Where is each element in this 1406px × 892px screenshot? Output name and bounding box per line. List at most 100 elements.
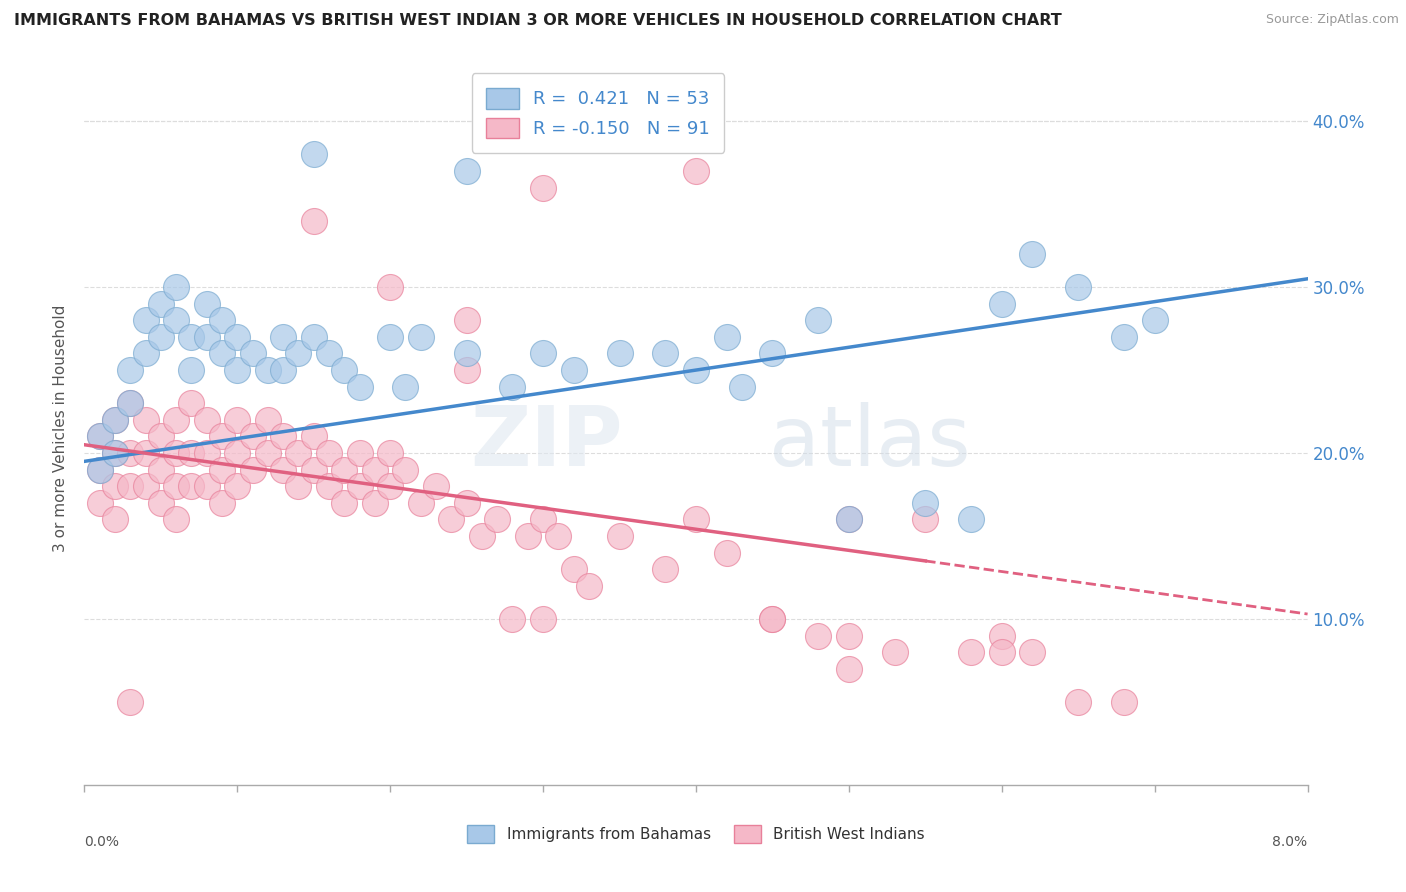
Point bbox=[333, 496, 356, 510]
Point bbox=[531, 346, 554, 360]
Point bbox=[149, 496, 172, 510]
Legend: Immigrants from Bahamas, British West Indians: Immigrants from Bahamas, British West In… bbox=[461, 819, 931, 848]
Point bbox=[287, 479, 309, 493]
Point bbox=[104, 413, 127, 427]
Point bbox=[440, 512, 463, 526]
Point bbox=[914, 512, 936, 526]
Point bbox=[242, 463, 264, 477]
Point bbox=[394, 463, 416, 477]
Point bbox=[960, 645, 983, 659]
Point bbox=[271, 463, 294, 477]
Point bbox=[531, 180, 554, 194]
Point bbox=[380, 446, 402, 460]
Point bbox=[502, 612, 524, 626]
Point bbox=[104, 512, 127, 526]
Point bbox=[716, 330, 738, 344]
Point bbox=[531, 612, 554, 626]
Point bbox=[120, 695, 142, 709]
Point bbox=[89, 429, 111, 443]
Point bbox=[838, 662, 860, 676]
Point bbox=[761, 346, 783, 360]
Point bbox=[89, 463, 111, 477]
Point bbox=[562, 562, 585, 576]
Point bbox=[242, 429, 264, 443]
Point bbox=[1067, 280, 1090, 294]
Point bbox=[1067, 695, 1090, 709]
Point bbox=[120, 396, 142, 410]
Point bbox=[486, 512, 509, 526]
Point bbox=[333, 463, 356, 477]
Point bbox=[654, 346, 676, 360]
Point bbox=[380, 280, 402, 294]
Point bbox=[211, 463, 233, 477]
Text: ZIP: ZIP bbox=[470, 402, 623, 483]
Point bbox=[195, 330, 218, 344]
Point bbox=[89, 463, 111, 477]
Point bbox=[226, 413, 249, 427]
Point bbox=[731, 379, 754, 393]
Point bbox=[838, 512, 860, 526]
Point bbox=[349, 446, 371, 460]
Point bbox=[883, 645, 905, 659]
Text: 0.0%: 0.0% bbox=[84, 835, 120, 849]
Point bbox=[302, 463, 325, 477]
Point bbox=[104, 446, 127, 460]
Point bbox=[226, 479, 249, 493]
Point bbox=[89, 496, 111, 510]
Point bbox=[302, 330, 325, 344]
Point bbox=[456, 496, 478, 510]
Point bbox=[1114, 330, 1136, 344]
Point bbox=[195, 413, 218, 427]
Point bbox=[104, 413, 127, 427]
Point bbox=[562, 363, 585, 377]
Point bbox=[226, 363, 249, 377]
Point bbox=[271, 363, 294, 377]
Point bbox=[380, 479, 402, 493]
Point bbox=[195, 446, 218, 460]
Point bbox=[516, 529, 538, 543]
Point bbox=[318, 446, 340, 460]
Point bbox=[409, 330, 432, 344]
Point bbox=[991, 629, 1014, 643]
Point bbox=[409, 496, 432, 510]
Point bbox=[135, 313, 157, 327]
Point bbox=[502, 379, 524, 393]
Point bbox=[180, 479, 202, 493]
Point bbox=[471, 529, 494, 543]
Point bbox=[318, 479, 340, 493]
Point bbox=[226, 446, 249, 460]
Point bbox=[149, 296, 172, 310]
Point bbox=[165, 479, 187, 493]
Point bbox=[149, 463, 172, 477]
Point bbox=[991, 645, 1014, 659]
Point bbox=[287, 446, 309, 460]
Point bbox=[394, 379, 416, 393]
Point bbox=[654, 562, 676, 576]
Point bbox=[195, 296, 218, 310]
Point bbox=[257, 446, 280, 460]
Point bbox=[195, 479, 218, 493]
Point bbox=[456, 346, 478, 360]
Point bbox=[180, 446, 202, 460]
Point bbox=[685, 363, 707, 377]
Point bbox=[165, 446, 187, 460]
Point bbox=[1143, 313, 1166, 327]
Point bbox=[456, 313, 478, 327]
Point bbox=[425, 479, 447, 493]
Point bbox=[180, 396, 202, 410]
Point bbox=[89, 429, 111, 443]
Point bbox=[685, 164, 707, 178]
Point bbox=[135, 446, 157, 460]
Point bbox=[716, 546, 738, 560]
Text: 8.0%: 8.0% bbox=[1272, 835, 1308, 849]
Point bbox=[211, 496, 233, 510]
Point bbox=[531, 512, 554, 526]
Point bbox=[149, 330, 172, 344]
Point bbox=[104, 446, 127, 460]
Point bbox=[120, 479, 142, 493]
Point bbox=[807, 313, 830, 327]
Point bbox=[761, 612, 783, 626]
Point bbox=[578, 579, 600, 593]
Point bbox=[165, 280, 187, 294]
Point bbox=[257, 363, 280, 377]
